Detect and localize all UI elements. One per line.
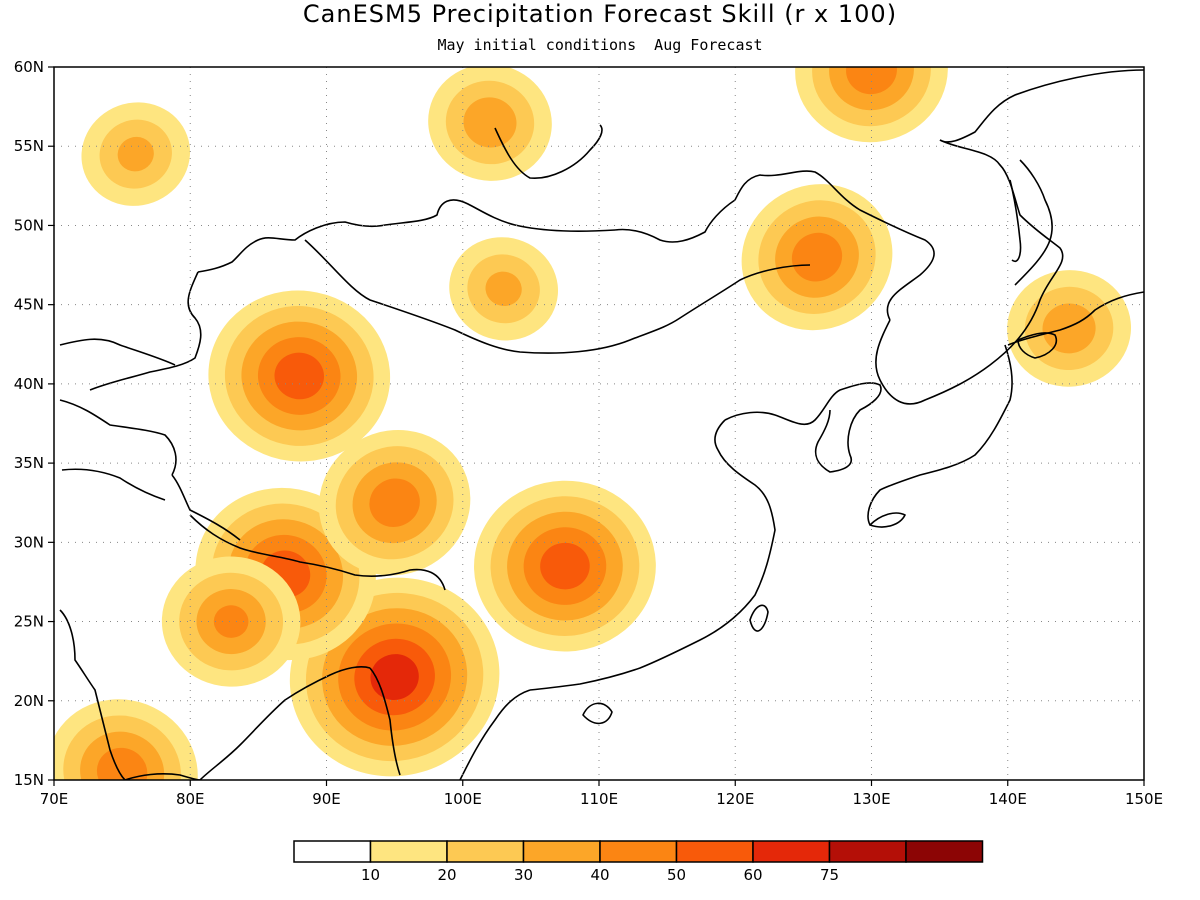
skill-region	[1007, 270, 1132, 387]
skill-contour-60	[370, 654, 419, 700]
color-legend: 10 20 30 40 50 60 75	[293, 840, 984, 884]
skill-contour-40	[213, 605, 249, 638]
skill-contour-50	[274, 352, 325, 400]
lon-tick-label: 100E	[444, 790, 482, 808]
legend-label: 60	[743, 866, 762, 884]
lat-tick-label: 15N	[14, 771, 44, 789]
legend-swatch	[675, 840, 754, 863]
skill-contour-30	[117, 136, 154, 172]
legend-swatch	[369, 840, 448, 863]
legend-swatch	[905, 840, 984, 863]
legend-swatch	[293, 840, 372, 863]
map-subtitle: May initial conditions Aug Forecast	[437, 36, 763, 54]
coastlines-and-borders	[59, 69, 1144, 780]
lon-tick-label: 70E	[40, 790, 69, 808]
lat-tick-label: 45N	[14, 296, 44, 314]
legend-swatch	[522, 840, 601, 863]
lat-tick-label: 20N	[14, 692, 44, 710]
lat-tick-label: 55N	[14, 137, 44, 155]
lon-tick-label: 110E	[580, 790, 618, 808]
lon-tick-label: 120E	[716, 790, 754, 808]
legend-label: 40	[590, 866, 609, 884]
lon-tick-label: 90E	[312, 790, 341, 808]
lon-tick-label: 140E	[989, 790, 1027, 808]
legend-swatch	[828, 840, 907, 863]
skill-region	[795, 67, 948, 143]
skill-region	[161, 556, 301, 687]
skill-region	[449, 237, 559, 341]
lat-tick-label: 30N	[14, 533, 44, 551]
skill-contour-30	[485, 271, 522, 307]
lon-tick-label: 130E	[852, 790, 890, 808]
legend-swatch	[446, 840, 525, 863]
skill-contour-40	[369, 478, 420, 527]
skill-contour-fill	[54, 67, 1132, 780]
lat-tick-label: 25N	[14, 613, 44, 631]
lat-tick-label: 60N	[14, 58, 44, 76]
legend-label: 75	[820, 866, 839, 884]
skill-contour-40	[96, 747, 148, 780]
skill-region	[474, 480, 656, 652]
skill-contour-40	[791, 232, 843, 282]
axes: 70E 80E 90E 100E 110E 120E 130E 140E 150E 15N 20N 2…	[14, 58, 1163, 808]
lon-tick-label: 150E	[1125, 790, 1163, 808]
skill-contour-40	[846, 67, 897, 95]
skill-region	[428, 67, 552, 181]
lat-tick-label: 50N	[14, 216, 44, 234]
legend-swatch	[752, 840, 831, 863]
skill-contour-50	[540, 542, 590, 590]
lon-tick-label: 80E	[176, 790, 205, 808]
lat-tick-label: 40N	[14, 375, 44, 393]
skill-region	[208, 290, 391, 462]
skill-region	[318, 429, 471, 576]
skill-region	[81, 102, 191, 206]
legend-label: 50	[667, 866, 686, 884]
lat-tick-label: 35N	[14, 454, 44, 472]
legend-label: 30	[514, 866, 533, 884]
skill-region	[54, 699, 198, 780]
legend-label: 20	[437, 866, 456, 884]
map-title: CanESM5 Precipitation Forecast Skill (r …	[302, 0, 898, 28]
legend-swatch	[599, 840, 678, 863]
skill-contour-30	[463, 97, 517, 148]
skill-region	[741, 184, 893, 331]
legend-label: 10	[361, 866, 380, 884]
